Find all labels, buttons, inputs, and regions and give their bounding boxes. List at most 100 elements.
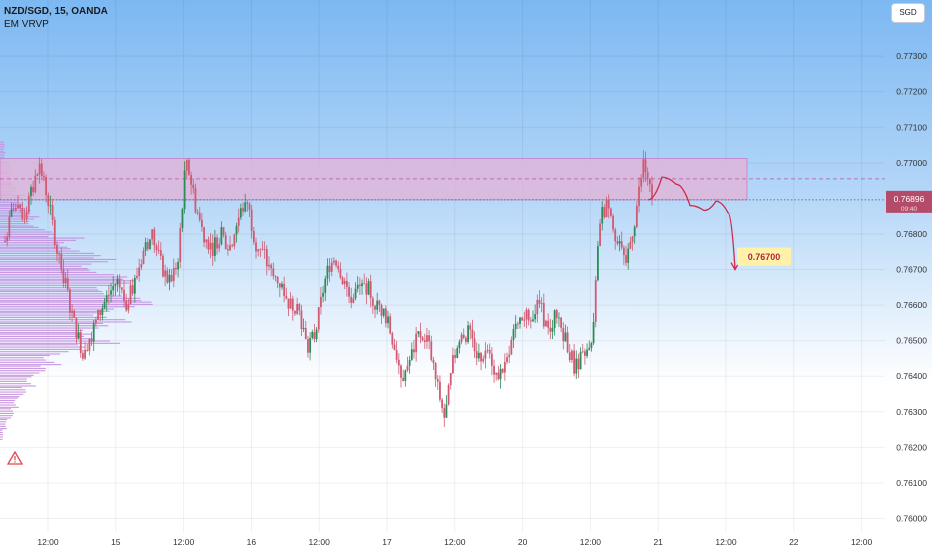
candle-body <box>66 278 69 290</box>
candle-body <box>278 283 281 288</box>
candle-body <box>387 316 389 324</box>
candle-body <box>573 350 576 374</box>
candle-body <box>449 373 452 385</box>
volume-profile-bar <box>0 389 26 391</box>
candle-body <box>322 292 324 297</box>
volume-profile-bar <box>0 342 120 344</box>
candle-body <box>345 281 348 288</box>
candle-body <box>452 355 454 374</box>
candle-body <box>406 365 409 371</box>
volume-profile-bar <box>0 357 44 359</box>
current-price-text: 0.76896 <box>894 194 925 204</box>
time-axis-background <box>0 532 932 550</box>
candle-body <box>625 255 627 263</box>
candle-body <box>597 245 599 281</box>
candle-body <box>60 253 63 270</box>
volume-profile-bar <box>0 278 123 280</box>
volume-profile-bar <box>0 365 41 367</box>
candle-body <box>473 338 476 352</box>
candle-body <box>38 163 41 175</box>
projection-line <box>647 176 736 270</box>
candle-body <box>558 317 560 319</box>
candle-body <box>603 207 606 218</box>
volume-profile-bar <box>0 290 103 292</box>
candle-body <box>439 381 441 400</box>
candle-body <box>644 159 647 173</box>
candle-body <box>428 335 431 342</box>
plot-background <box>0 0 885 532</box>
candle-body <box>490 353 493 366</box>
candle-body <box>90 339 93 342</box>
candle-body <box>326 265 329 279</box>
candle-body <box>58 253 60 255</box>
volume-profile-bar <box>0 425 6 427</box>
volume-profile-bar <box>0 335 85 337</box>
candle-body <box>179 228 182 262</box>
candle-body <box>568 352 571 361</box>
y-tick-label: 0.76000 <box>896 513 927 523</box>
candle-body <box>252 230 255 243</box>
candle-body <box>12 209 15 211</box>
candle-body <box>460 334 463 342</box>
candle-body <box>239 208 242 218</box>
candle-body <box>404 370 407 381</box>
volume-profile-bar <box>0 348 81 350</box>
indicator-label[interactable]: EM VRVP <box>4 19 49 30</box>
candle-body <box>218 244 221 249</box>
time-axis[interactable]: 12:00 15 12:00 16 12:00 17 12:00 20 12:00 21 12:00… <box>37 537 872 547</box>
candle-body <box>588 347 591 350</box>
candle-body <box>181 209 184 229</box>
volume-profile-bar <box>0 269 90 271</box>
candle-body <box>21 208 24 219</box>
candle-body <box>281 283 283 288</box>
volume-profile-bar <box>0 148 5 150</box>
candle-body <box>34 175 37 193</box>
candle-body <box>514 323 517 329</box>
y-tick-label: 0.76700 <box>896 265 927 275</box>
symbol-title: NZD/SGD, 15, OANDA <box>4 6 108 17</box>
candle-body <box>320 296 322 308</box>
volume-profile-bar <box>0 308 114 310</box>
volume-profile-bar <box>0 406 19 408</box>
candle-body <box>361 283 363 286</box>
candle-body <box>311 331 314 338</box>
volume-profile-bar <box>0 402 15 404</box>
candle-body <box>648 178 651 185</box>
y-tick-label: 0.77000 <box>896 158 927 168</box>
candle-body <box>64 278 67 283</box>
candle-body <box>261 248 264 250</box>
candle-body <box>69 289 71 313</box>
candle-body <box>14 208 17 211</box>
candle-body <box>79 332 82 354</box>
candle-body <box>620 241 623 248</box>
candle-body <box>384 308 387 324</box>
candle-body <box>231 245 234 247</box>
candle-body <box>356 284 359 289</box>
volume-profile-bar <box>0 156 5 158</box>
candle-body <box>493 365 495 375</box>
price-axis-background <box>885 0 932 532</box>
candle-body <box>633 227 636 237</box>
candle-body <box>456 348 459 358</box>
volume-profile-bar <box>0 229 46 231</box>
candle-body <box>510 339 513 355</box>
candle-body <box>447 384 450 405</box>
volume-profile-bar <box>0 429 3 431</box>
candle-body <box>317 307 320 330</box>
x-tick-label: 17 <box>382 537 392 547</box>
volume-profile-bar <box>0 242 64 244</box>
candle-body <box>642 159 645 178</box>
candle-body <box>226 249 229 251</box>
price-axis[interactable]: 0.77300 0.77200 0.77100 0.77000 0.76800 0.767… <box>896 51 927 523</box>
candle-body <box>635 205 638 228</box>
y-tick-label: 0.76800 <box>896 229 927 239</box>
currency-button[interactable]: SGD <box>891 3 925 23</box>
x-tick-label: 12:00 <box>715 537 737 547</box>
volume-profile-bar <box>0 329 84 331</box>
candle-body <box>341 277 344 284</box>
volume-profile-bar <box>0 364 62 366</box>
candle-body <box>244 202 247 212</box>
volume-profile-bar <box>0 248 71 250</box>
candle-body <box>194 188 197 213</box>
